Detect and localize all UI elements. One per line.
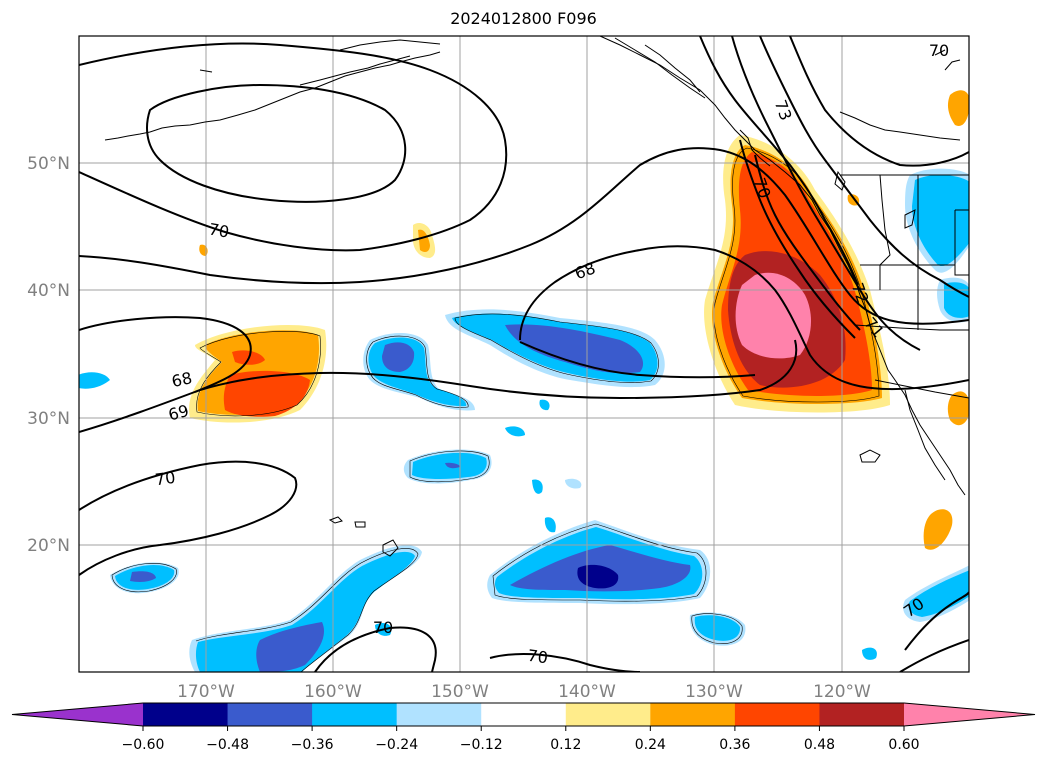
colorbar-swatch xyxy=(734,703,820,726)
colorbar-swatch xyxy=(819,703,905,726)
colorbar-tick-label: 0.60 xyxy=(888,737,919,753)
longitude-labels: 170°W 160°W 150°W 140°W 130°W 120°W xyxy=(177,682,871,702)
colorbar-extend-low xyxy=(12,703,143,726)
contour-label: 70 xyxy=(929,41,949,60)
lat-label: 30°N xyxy=(27,409,70,429)
colorbar-swatch xyxy=(143,703,229,726)
colorbar-swatch xyxy=(312,703,398,726)
lon-label: 140°W xyxy=(558,682,616,702)
colorbar-tick-label: −0.48 xyxy=(206,737,249,753)
colorbar-tick-label: −0.36 xyxy=(291,737,334,753)
map-frame xyxy=(78,35,970,673)
contour-label: 70 xyxy=(207,219,230,241)
colorbar-swatch xyxy=(396,703,482,726)
positive-anomaly-fill xyxy=(189,90,969,550)
colorbar-tick-label: 0.24 xyxy=(635,737,666,753)
lon-label: 150°W xyxy=(431,682,489,702)
contour-label: 70 xyxy=(526,646,549,668)
lon-label: 160°W xyxy=(304,682,362,702)
negative-anomaly-fill xyxy=(79,168,969,672)
map-title: 2024012800 F096 xyxy=(450,9,597,28)
contour-label: 69 xyxy=(166,401,191,425)
height-contours xyxy=(79,36,969,672)
contour-label: 68 xyxy=(170,368,194,391)
colorbar-tick-label: −0.24 xyxy=(375,737,418,753)
lon-label: 120°W xyxy=(813,682,871,702)
map-area xyxy=(79,36,969,672)
colorbar-swatch xyxy=(565,703,651,726)
lat-label: 20°N xyxy=(27,536,70,556)
coastlines xyxy=(104,36,969,557)
colorbar-swatch xyxy=(227,703,313,726)
lat-label: 40°N xyxy=(27,281,70,301)
contour-label: 70 xyxy=(154,468,177,490)
contour-label: 73 xyxy=(771,97,796,123)
graticule xyxy=(79,36,969,672)
anomaly-outlines xyxy=(111,147,880,672)
colorbar-swatch xyxy=(650,703,736,726)
lon-label: 170°W xyxy=(177,682,235,702)
colorbar-tick-label: −0.12 xyxy=(460,737,503,753)
lat-label: 50°N xyxy=(27,154,70,174)
contour-label: 70 xyxy=(373,618,393,637)
colorbar-swatch xyxy=(481,703,567,726)
colorbar-extend-high xyxy=(904,703,1035,726)
colorbar-tick-label: 0.36 xyxy=(719,737,750,753)
lon-label: 130°W xyxy=(685,682,743,702)
colorbar: −0.60 −0.48 −0.36 −0.24 −0.12 0.12 0.24 0.36 0.4… xyxy=(11,702,1036,753)
colorbar-tick-label: −0.60 xyxy=(122,737,165,753)
latitude-labels: 50°N 40°N 30°N 20°N xyxy=(27,154,70,556)
colorbar-tick-label: 0.48 xyxy=(804,737,835,753)
colorbar-tick-label: 0.12 xyxy=(550,737,581,753)
